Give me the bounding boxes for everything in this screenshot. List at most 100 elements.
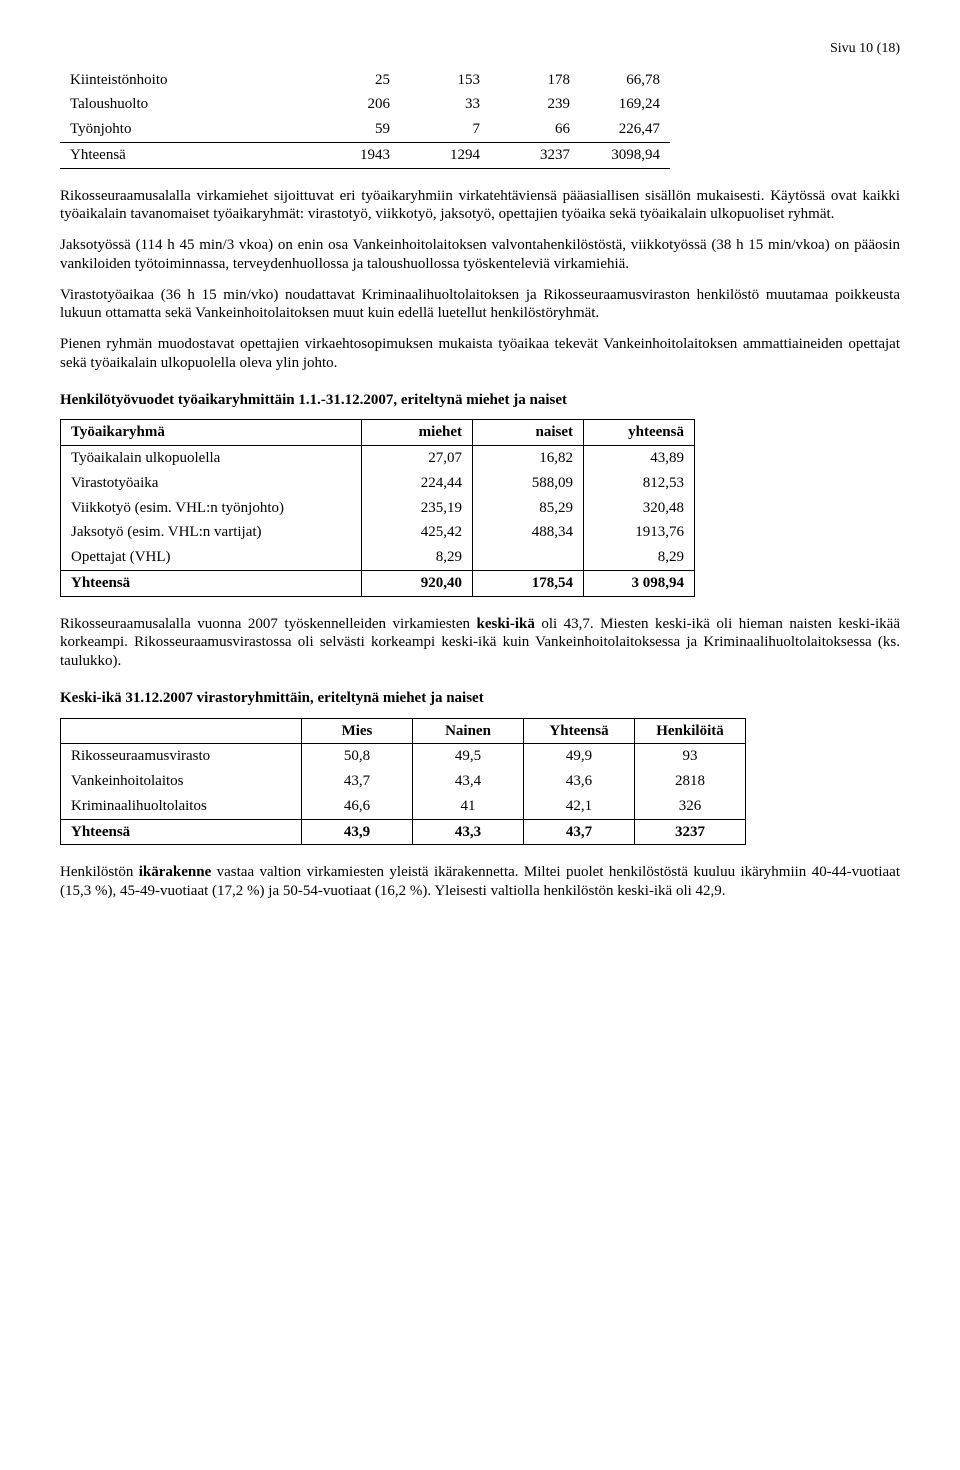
col-header: Työaikaryhmä <box>61 420 362 446</box>
cell: 812,53 <box>584 471 695 496</box>
cell: 488,34 <box>473 520 584 545</box>
table-row: Viikkotyö (esim. VHL:n työnjohto) 235,19… <box>61 496 695 521</box>
cell: 206 <box>310 92 400 117</box>
cell: 1913,76 <box>584 520 695 545</box>
col-header: Mies <box>302 718 413 744</box>
cell: 16,82 <box>473 446 584 471</box>
cell: 46,6 <box>302 794 413 819</box>
paragraph: Rikosseuraamusalalla vuonna 2007 työsken… <box>60 615 900 671</box>
cell: 33 <box>400 92 490 117</box>
cell: 169,24 <box>580 92 670 117</box>
col-header: Henkilöitä <box>635 718 746 744</box>
table-header-row: Työaikaryhmä miehet naiset yhteensä <box>61 420 695 446</box>
cell: 8,29 <box>362 545 473 570</box>
cell-label: Kiinteistönhoito <box>60 68 310 93</box>
cell: 239 <box>490 92 580 117</box>
cell: 588,09 <box>473 471 584 496</box>
cell: 7 <box>400 117 490 142</box>
col-header: yhteensä <box>584 420 695 446</box>
cell-label: Jaksotyö (esim. VHL:n vartijat) <box>61 520 362 545</box>
cell: 226,47 <box>580 117 670 142</box>
cell: 66 <box>490 117 580 142</box>
cell: 920,40 <box>362 570 473 596</box>
table-row-total: Yhteensä 43,9 43,3 43,7 3237 <box>61 819 746 845</box>
cell: 43,7 <box>524 819 635 845</box>
cell: 49,5 <box>413 744 524 769</box>
bold-text: keski-ikä <box>477 616 535 632</box>
cell-label: Virastotyöaika <box>61 471 362 496</box>
cell: 8,29 <box>584 545 695 570</box>
cell: 59 <box>310 117 400 142</box>
table-row: Kiinteistönhoito 25 153 178 66,78 <box>60 68 670 93</box>
paragraph: Jaksotyössä (114 h 45 min/3 vkoa) on eni… <box>60 236 900 274</box>
cell: 43,4 <box>413 769 524 794</box>
page-number: Sivu 10 (18) <box>60 40 900 58</box>
cell-label: Viikkotyö (esim. VHL:n työnjohto) <box>61 496 362 521</box>
cell: 25 <box>310 68 400 93</box>
cell: 235,19 <box>362 496 473 521</box>
paragraph: Rikosseuraamusalalla virkamiehet sijoitt… <box>60 187 900 225</box>
cell: 3237 <box>635 819 746 845</box>
cell: 425,42 <box>362 520 473 545</box>
cell: 3237 <box>490 142 580 168</box>
col-header: naiset <box>473 420 584 446</box>
cell-label: Yhteensä <box>61 570 362 596</box>
bold-text: ikärakenne <box>139 864 212 880</box>
cell-label: Yhteensä <box>61 819 302 845</box>
table-row: Jaksotyö (esim. VHL:n vartijat) 425,42 4… <box>61 520 695 545</box>
text: Henkilöstön <box>60 864 139 880</box>
cell: 3 098,94 <box>584 570 695 596</box>
cell: 85,29 <box>473 496 584 521</box>
paragraph: Pienen ryhmän muodostavat opettajien vir… <box>60 335 900 373</box>
table-3: Mies Nainen Yhteensä Henkilöitä Rikosseu… <box>60 718 746 846</box>
paragraph: Henkilöstön ikärakenne vastaa valtion vi… <box>60 863 900 901</box>
cell: 50,8 <box>302 744 413 769</box>
col-header: Yhteensä <box>524 718 635 744</box>
table-header-row: Mies Nainen Yhteensä Henkilöitä <box>61 718 746 744</box>
table-row: Kriminaalihuoltolaitos 46,6 41 42,1 326 <box>61 794 746 819</box>
section-heading: Keski-ikä 31.12.2007 virastoryhmittäin, … <box>60 689 900 708</box>
col-header: Nainen <box>413 718 524 744</box>
cell: 66,78 <box>580 68 670 93</box>
cell: 178 <box>490 68 580 93</box>
cell: 27,07 <box>362 446 473 471</box>
cell: 93 <box>635 744 746 769</box>
col-header <box>61 718 302 744</box>
cell: 224,44 <box>362 471 473 496</box>
text: Rikosseuraamusalalla vuonna 2007 työsken… <box>60 616 477 632</box>
table-row: Virastotyöaika 224,44 588,09 812,53 <box>61 471 695 496</box>
cell: 43,89 <box>584 446 695 471</box>
cell-label: Rikosseuraamusvirasto <box>61 744 302 769</box>
cell: 1943 <box>310 142 400 168</box>
paragraph: Virastotyöaikaa (36 h 15 min/vko) noudat… <box>60 286 900 324</box>
cell-label: Työaikalain ulkopuolella <box>61 446 362 471</box>
table-row-total: Yhteensä 920,40 178,54 3 098,94 <box>61 570 695 596</box>
cell-label: Vankeinhoitolaitos <box>61 769 302 794</box>
cell-label: Kriminaalihuoltolaitos <box>61 794 302 819</box>
table-2: Työaikaryhmä miehet naiset yhteensä Työa… <box>60 419 695 596</box>
cell-label: Taloushuolto <box>60 92 310 117</box>
cell: 43,6 <box>524 769 635 794</box>
table-row: Työnjohto 59 7 66 226,47 <box>60 117 670 142</box>
cell: 42,1 <box>524 794 635 819</box>
table-row: Taloushuolto 206 33 239 169,24 <box>60 92 670 117</box>
table-1: Kiinteistönhoito 25 153 178 66,78 Talous… <box>60 68 670 169</box>
cell: 43,3 <box>413 819 524 845</box>
cell: 1294 <box>400 142 490 168</box>
table-row: Opettajat (VHL) 8,29 8,29 <box>61 545 695 570</box>
cell: 43,7 <box>302 769 413 794</box>
table-row: Vankeinhoitolaitos 43,7 43,4 43,6 2818 <box>61 769 746 794</box>
cell: 41 <box>413 794 524 819</box>
cell: 49,9 <box>524 744 635 769</box>
section-heading: Henkilötyövuodet työaikaryhmittäin 1.1.-… <box>60 391 900 410</box>
cell: 320,48 <box>584 496 695 521</box>
table-row: Työaikalain ulkopuolella 27,07 16,82 43,… <box>61 446 695 471</box>
table-row-total: Yhteensä 1943 1294 3237 3098,94 <box>60 142 670 168</box>
cell-label: Työnjohto <box>60 117 310 142</box>
cell: 3098,94 <box>580 142 670 168</box>
cell: 326 <box>635 794 746 819</box>
cell-label: Opettajat (VHL) <box>61 545 362 570</box>
cell: 178,54 <box>473 570 584 596</box>
cell-label: Yhteensä <box>60 142 310 168</box>
cell: 2818 <box>635 769 746 794</box>
